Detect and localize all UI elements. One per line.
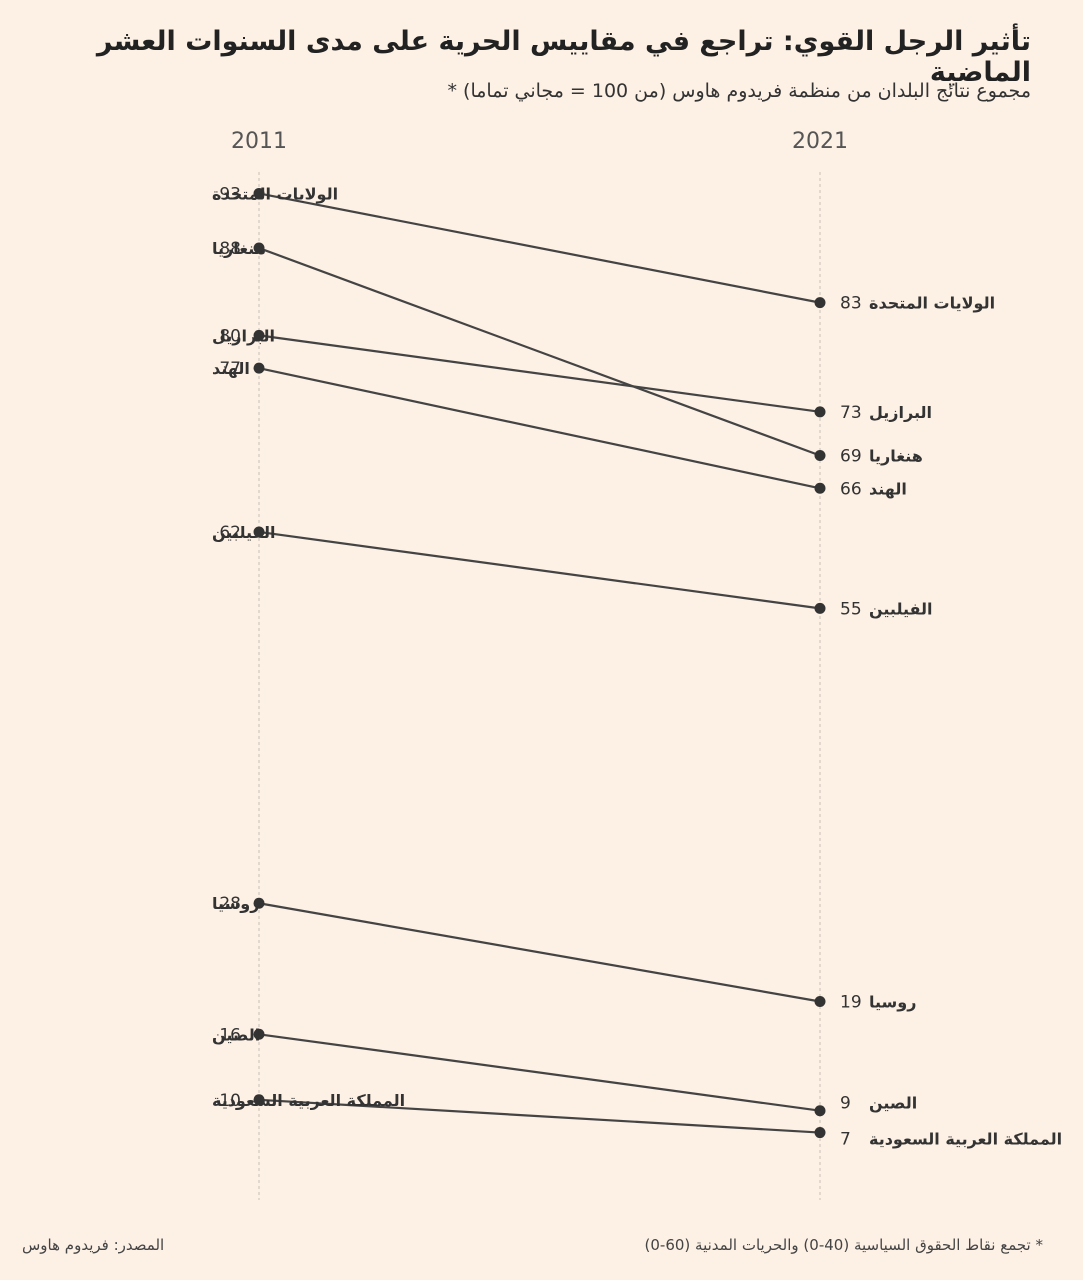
point-2011-1 bbox=[253, 242, 265, 254]
country-label-2011-3: الهند bbox=[212, 359, 250, 378]
value-label-2021-2: 73 bbox=[840, 403, 862, 423]
point-2021-0 bbox=[814, 297, 826, 309]
value-label-2011-7: 10 bbox=[219, 1091, 241, 1111]
value-label-2021-0: 83 bbox=[840, 294, 862, 314]
value-label-2011-2: 80 bbox=[219, 326, 241, 346]
value-label-2011-6: 16 bbox=[219, 1025, 241, 1045]
point-2021-3 bbox=[814, 482, 826, 494]
country-label-2011-7: المملكة العربية السعودية bbox=[212, 1091, 405, 1110]
country-label-2021-4: الفيلبين bbox=[869, 599, 933, 618]
country-label-2011-6: الصين bbox=[212, 1025, 260, 1044]
series-line-7 bbox=[258, 1098, 821, 1134]
series-line-3 bbox=[258, 367, 821, 490]
footnote: * تجمع نقاط الحقوق السياسية (40-0) والحر… bbox=[644, 1236, 1044, 1254]
country-label-2021-6: الصين bbox=[869, 1094, 917, 1113]
value-label-2011-1: 88 bbox=[219, 239, 241, 259]
value-label-2021-1: 69 bbox=[840, 447, 862, 467]
point-2011-7 bbox=[253, 1094, 265, 1106]
chart-subtitle: مجموع نتائج البلدان من منظمة فريدوم هاوس… bbox=[447, 80, 1032, 102]
value-label-2011-0: 93 bbox=[219, 184, 241, 204]
series-line-6 bbox=[258, 1033, 821, 1112]
country-label-2011-5: روسيا bbox=[212, 894, 259, 913]
point-2011-4 bbox=[253, 526, 265, 538]
country-label-2021-5: روسيا bbox=[869, 993, 916, 1012]
year-label-2011: 2011 bbox=[231, 129, 287, 154]
point-2011-3 bbox=[253, 362, 265, 374]
country-label-2021-2: البرازيل bbox=[869, 403, 932, 422]
country-label-2011-0: الولايات المتحدة bbox=[212, 184, 338, 203]
value-label-2021-7: 7 bbox=[840, 1130, 851, 1150]
point-2011-0 bbox=[253, 187, 265, 199]
point-2011-5 bbox=[253, 897, 265, 909]
chart-title: تأثير الرجل القوي: تراجع في مقاييس الحري… bbox=[96, 26, 1031, 88]
country-label-2021-7: المملكة العربية السعودية bbox=[869, 1130, 1062, 1149]
point-2021-7 bbox=[814, 1127, 826, 1139]
country-label-2021-3: الهند bbox=[869, 479, 907, 498]
country-label-2021-0: الولايات المتحدة bbox=[869, 294, 995, 313]
point-2021-1 bbox=[814, 450, 826, 462]
series-line-2 bbox=[258, 334, 821, 413]
point-2011-6 bbox=[253, 1028, 265, 1040]
series-line-1 bbox=[258, 247, 821, 457]
source-note: المصدر: فريدوم هاوس bbox=[22, 1236, 165, 1254]
value-label-2021-5: 19 bbox=[840, 993, 862, 1013]
country-label-2021-1: هنغاريا bbox=[869, 447, 923, 466]
point-2021-4 bbox=[814, 602, 826, 614]
series-line-0 bbox=[258, 192, 821, 304]
value-label-2021-6: 9 bbox=[840, 1094, 851, 1114]
country-label-2011-1: هنغاريا bbox=[212, 239, 266, 258]
value-label-2011-4: 62 bbox=[219, 523, 241, 543]
series-line-5 bbox=[258, 902, 821, 1003]
country-label-2011-2: البرازيل bbox=[212, 326, 275, 345]
value-label-2021-3: 66 bbox=[840, 479, 862, 499]
point-2021-6 bbox=[814, 1105, 826, 1117]
point-2021-2 bbox=[814, 406, 826, 418]
value-label-2021-4: 55 bbox=[840, 599, 862, 619]
value-label-2011-5: 28 bbox=[219, 894, 241, 914]
year-label-2021: 2021 bbox=[792, 129, 848, 154]
country-label-2011-4: الفيلبين bbox=[212, 523, 276, 542]
point-2021-5 bbox=[814, 996, 826, 1008]
value-label-2011-3: 77 bbox=[219, 359, 241, 379]
point-2011-2 bbox=[253, 329, 265, 341]
series-line-4 bbox=[258, 530, 821, 610]
